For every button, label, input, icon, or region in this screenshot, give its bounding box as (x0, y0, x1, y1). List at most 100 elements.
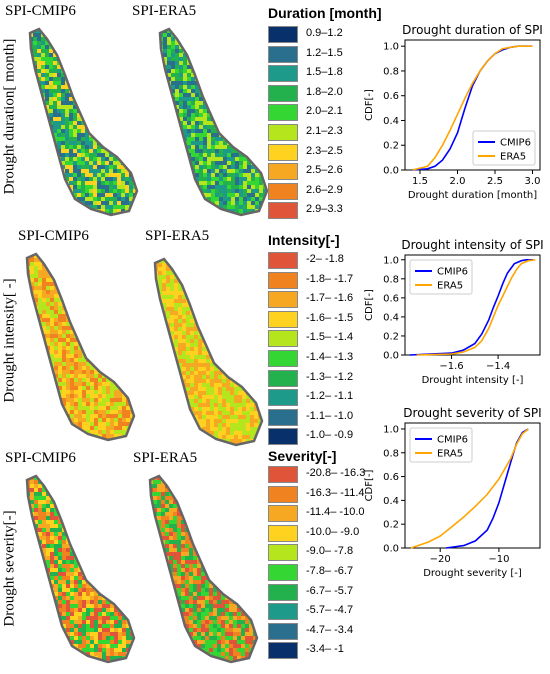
legend-swatch (268, 104, 298, 122)
legend-swatch (268, 310, 298, 328)
y-tick-label: 1.0 (383, 42, 399, 53)
row-label-intensity: Drought intensity[ -] (1, 278, 18, 403)
legend-label: 2.6–2.9 (306, 183, 343, 196)
y-axis-label: CDF[-] (364, 89, 375, 121)
legend-swatch (268, 330, 298, 348)
y-tick-label: 0.0 (383, 351, 399, 362)
map-era5-severity (148, 474, 259, 664)
legend-swatch (268, 163, 298, 181)
legend-label: -16.3– -11.4 (306, 486, 365, 499)
y-tick-label: 1.0 (383, 255, 399, 266)
legend-title-severity: Severity[-] (268, 448, 337, 464)
chart-legend-label: ERA5 (437, 281, 463, 292)
y-tick-label: 0.4 (383, 116, 399, 127)
legend-swatch (268, 428, 298, 446)
series-line-cmip6 (409, 258, 533, 356)
legend-label: 2.0–2.1 (306, 105, 343, 118)
map-title-era5-severity: SPI-ERA5 (133, 450, 198, 466)
y-tick-label: 0.0 (383, 166, 399, 177)
legend-label: -20.8– -16.3 (306, 467, 366, 479)
legend-title-intensity: Intensity[-] (268, 232, 340, 248)
legend-label: -1.4– -1.3 (306, 351, 354, 363)
chart-legend-label: CMIP6 (437, 267, 468, 278)
legend-label: -1.7– -1.6 (306, 292, 354, 305)
y-tick-label: 0.8 (383, 274, 399, 285)
legend-swatch (268, 524, 298, 542)
chart-title: Drought duration of SPI (402, 23, 543, 37)
legend-swatch (268, 350, 298, 367)
legend-label: -1.3– -1.2 (306, 370, 354, 383)
legend-swatch (268, 583, 298, 601)
y-axis-label: CDF[-] (364, 469, 375, 501)
x-axis-label: Drought severity [-] (423, 568, 522, 579)
y-tick-label: 1.0 (383, 424, 399, 435)
x-tick-label: 1.5 (412, 176, 428, 187)
legend-swatch (268, 143, 298, 161)
legend-title-duration: Duration [month] (268, 5, 382, 21)
legend-label: -2– -1.8 (306, 253, 344, 265)
legend-label: 2.3–2.5 (306, 144, 343, 157)
series-line-era5 (412, 45, 533, 171)
legend-label: -1.8– -1.7 (306, 272, 354, 285)
chart-legend-label: ERA5 (500, 152, 526, 163)
legend-label: 2.1–2.3 (306, 125, 343, 137)
x-tick-label: −1.6 (439, 361, 463, 372)
legend-label: -9.0– -7.8 (306, 545, 354, 558)
legend-swatch (268, 182, 298, 200)
y-tick-label: 0.8 (383, 448, 399, 459)
legend-swatch (268, 505, 298, 523)
chart-legend-label: CMIP6 (500, 138, 531, 149)
cdf-chart-severity: Drought severity of SPI −20 −10 0.0 0.2 0.4 0.… (364, 406, 542, 579)
y-tick-label: 0.2 (383, 520, 399, 531)
y-tick-label: 0.6 (383, 91, 399, 102)
legend-swatch (268, 26, 298, 43)
y-axis-label: CDF[-] (364, 289, 375, 321)
legend-swatch (268, 291, 298, 309)
chart-legend-label: CMIP6 (437, 435, 468, 446)
legend-swatch (268, 252, 298, 269)
legend-label: 1.8–2.0 (306, 85, 343, 98)
legend-swatch (268, 389, 298, 407)
legend-swatch (268, 466, 298, 483)
legend-swatch (268, 369, 298, 387)
legend-label: -3.4– -1 (306, 643, 344, 656)
x-axis-label: Drought duration [month] (408, 190, 537, 201)
legend-swatch (268, 564, 298, 581)
legend-label: -6.7– -5.7 (306, 584, 354, 597)
legend-swatch (268, 642, 298, 660)
map-cmip6-duration (28, 27, 139, 217)
y-tick-label: 0.4 (383, 496, 399, 507)
x-tick-label: −10 (488, 554, 509, 565)
legend-label: -1.2– -1.1 (306, 390, 354, 403)
legend-swatch (268, 485, 298, 503)
map-cmip6-severity (25, 474, 136, 664)
legend-swatch (268, 271, 298, 289)
legend-swatch (268, 544, 298, 562)
legend-label: -7.8– -6.7 (306, 565, 354, 577)
legend-swatch (268, 65, 298, 83)
legend-swatch (268, 202, 298, 220)
map-title-era5-intensity: SPI-ERA5 (145, 228, 210, 244)
y-tick-label: 0.4 (383, 312, 399, 323)
legend-swatch (268, 603, 298, 621)
legend-label: 1.5–1.8 (306, 66, 343, 79)
map-era5-duration (158, 27, 269, 217)
legend-swatch (268, 622, 298, 640)
legend-label: 1.2–1.5 (306, 46, 343, 59)
legend-label: -1.5– -1.4 (306, 331, 354, 344)
plot-frame (404, 254, 541, 356)
map-title-cmip6-intensity: SPI-CMIP6 (18, 228, 89, 244)
chart-legend-label: ERA5 (437, 449, 463, 460)
legend-label: -1.6– -1.5 (306, 311, 354, 324)
x-tick-label: −1.4 (486, 361, 510, 372)
legend-label: -1.0– -0.9 (306, 429, 354, 442)
legend-label: 2.9–3.3 (306, 203, 343, 216)
plot-frame (404, 39, 541, 171)
legend-swatch (268, 408, 298, 426)
cdf-chart-intensity: Drought intensity of SPI −1.6 −1.4 0.0 0.2 0.… (364, 238, 544, 386)
map-era5-intensity (153, 257, 264, 447)
x-tick-label: 2.0 (450, 176, 466, 187)
legend-swatch (268, 45, 298, 63)
legend-label: 0.9–1.2 (306, 27, 343, 39)
y-tick-label: 0.2 (383, 141, 399, 152)
